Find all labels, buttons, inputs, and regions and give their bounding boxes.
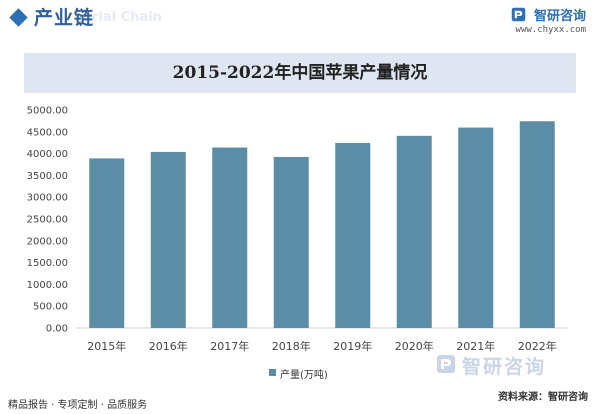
- bar: [273, 156, 309, 328]
- footer-tagline: 精品报告 · 专项定制 · 品质服务: [8, 400, 148, 411]
- header-bar: 产业链 rial Chain 智研咨询 www.chyxx.com: [0, 0, 600, 40]
- bar: [89, 158, 125, 328]
- footer-source: 资料来源：智研咨询: [498, 392, 588, 403]
- legend-label: 产量(万吨): [280, 370, 328, 381]
- y-tick-label: 4500.00: [27, 127, 68, 138]
- y-tick-label: 2500.00: [27, 215, 68, 226]
- page-title: 产业链: [34, 7, 95, 29]
- watermark-english-text: rial Chain: [92, 10, 162, 25]
- brand-name: 智研咨询: [533, 9, 586, 24]
- x-tick-label: 2021年: [456, 339, 495, 353]
- x-tick-label: 2022年: [518, 339, 557, 353]
- x-tick-label: 2017年: [210, 339, 249, 353]
- y-tick-label: 5000.00: [27, 106, 68, 117]
- x-tick-label: 2020年: [395, 339, 434, 353]
- y-tick-label: 500.00: [33, 302, 68, 313]
- y-tick-label: 1500.00: [27, 258, 68, 269]
- bar: [519, 121, 555, 328]
- x-tick-label: 2019年: [333, 339, 372, 353]
- footer: 精品报告 · 专项定制 · 品质服务 资料来源：智研咨询: [0, 388, 600, 414]
- x-tick-label: 2018年: [272, 339, 311, 353]
- bar: [458, 127, 494, 328]
- y-tick-label: 3000.00: [27, 193, 68, 204]
- bar: [212, 147, 248, 328]
- y-tick-label: 0.00: [46, 324, 68, 335]
- brand-block: 智研咨询 www.chyxx.com: [466, 5, 586, 39]
- legend-swatch: [269, 369, 276, 376]
- chart-title-band: 2015-2022年中国苹果产量情况: [24, 53, 576, 93]
- legend: 产量(万吨): [269, 366, 359, 381]
- bar-chart: 0.00 500.00 1000.00 1500.00 2000.00 2500.00 30…: [27, 106, 568, 353]
- watermark-text: 智研咨询: [462, 356, 547, 378]
- brand-url: www.chyxx.com: [515, 25, 586, 35]
- bar: [335, 143, 371, 328]
- chart-title: 2015-2022年中国苹果产量情况: [172, 63, 428, 83]
- brand-logo-icon: [511, 7, 526, 22]
- x-tick-label: 2016年: [149, 339, 188, 353]
- watermark-logo-icon: [437, 355, 455, 373]
- y-tick-label: 3500.00: [27, 171, 68, 182]
- y-tick-label: 2000.00: [27, 236, 68, 247]
- y-tick-label: 1000.00: [27, 280, 68, 291]
- bar: [396, 135, 432, 328]
- bar: [150, 151, 186, 328]
- watermark-logo: 智研咨询: [436, 352, 576, 378]
- y-tick-label: 4000.00: [27, 149, 68, 160]
- x-tick-label: 2015年: [87, 339, 126, 353]
- diamond-icon: [9, 8, 28, 27]
